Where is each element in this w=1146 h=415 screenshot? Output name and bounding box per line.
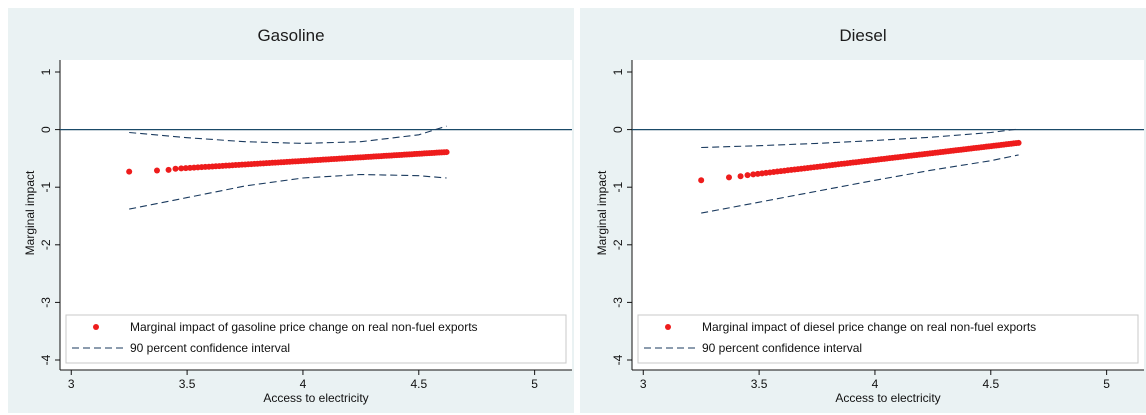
y-tick-label: -4 — [39, 354, 53, 365]
marginal-impact-point — [126, 168, 133, 175]
x-tick-label: 4 — [872, 377, 879, 391]
x-tick-label: 3.5 — [751, 377, 768, 391]
legend: Marginal impact of diesel price change o… — [637, 314, 1139, 364]
x-tick-label: 5 — [531, 377, 538, 391]
x-tick-label: 3 — [640, 377, 647, 391]
y-tick-label: -4 — [611, 354, 625, 365]
confidence-interval-line — [129, 173, 447, 210]
chart-svg-gasoline: 1 0 -1 -2 -3 -4 3 3.5 4 4.5 5 Access to electricity… — [23, 60, 572, 405]
legend-label-ci: 90 percent confidence interval — [702, 341, 862, 355]
chart-panel-gasoline: Gasoline 1 0 -1 -2 -3 -4 3 3.5 4 4.5 5 Access to el… — [8, 8, 574, 413]
y-axis-title: Marginal impact — [23, 170, 37, 255]
x-axis-title: Access to electricity — [263, 391, 368, 405]
chart-svg-diesel: 1 0 -1 -2 -3 -4 3 3.5 4 4.5 5 Access to electricity… — [595, 60, 1144, 405]
marginal-impact-point — [153, 167, 160, 174]
marginal-impact-point — [725, 174, 732, 181]
y-tick-label: -1 — [611, 182, 625, 193]
y-tick-label: -3 — [39, 297, 53, 308]
marginal-impact-point — [178, 165, 185, 172]
y-tick-label: -3 — [611, 297, 625, 308]
marginal-impact-point — [443, 149, 450, 156]
chart-title: Gasoline — [257, 26, 325, 45]
chart-title: Diesel — [839, 26, 887, 45]
y-tick-label: 0 — [39, 126, 53, 133]
marginal-impact-point — [165, 166, 172, 173]
x-tick-label: 5 — [1103, 377, 1110, 391]
legend-marker-points — [93, 324, 99, 330]
x-axis-title: Access to electricity — [835, 391, 940, 405]
y-tick-label: -1 — [39, 182, 53, 193]
y-tick-label: 1 — [611, 68, 625, 75]
y-tick-label: -2 — [611, 239, 625, 250]
marginal-impact-point — [698, 177, 705, 184]
legend: Marginal impact of gasoline price change… — [65, 314, 567, 364]
marginal-impact-point — [172, 165, 179, 172]
legend-label-points: Marginal impact of gasoline price change… — [130, 320, 478, 334]
legend-box — [65, 314, 567, 364]
y-axis-title: Marginal impact — [595, 170, 609, 255]
legend-marker-points — [665, 324, 671, 330]
confidence-interval-line — [129, 125, 447, 144]
legend-label-points: Marginal impact of diesel price change o… — [702, 320, 1036, 334]
x-tick-label: 3.5 — [179, 377, 196, 391]
chart-panel-diesel: Diesel 1 0 -1 -2 -3 -4 3 3.5 4 4.5 5 Access to elec… — [580, 8, 1146, 413]
y-tick-label: 0 — [611, 126, 625, 133]
y-tick-label: -2 — [39, 239, 53, 250]
x-tick-label: 4.5 — [410, 377, 427, 391]
x-tick-label: 3 — [68, 377, 75, 391]
legend-label-ci: 90 percent confidence interval — [130, 341, 290, 355]
marginal-impact-point — [1015, 139, 1022, 146]
confidence-interval-line — [701, 128, 1019, 149]
x-tick-label: 4 — [300, 377, 307, 391]
x-tick-label: 4.5 — [982, 377, 999, 391]
legend-box — [637, 314, 1139, 364]
y-tick-label: 1 — [39, 68, 53, 75]
marginal-impact-point — [737, 173, 744, 180]
confidence-interval-line — [701, 154, 1019, 214]
marginal-impact-point — [750, 171, 757, 178]
marginal-impact-point — [744, 172, 751, 179]
